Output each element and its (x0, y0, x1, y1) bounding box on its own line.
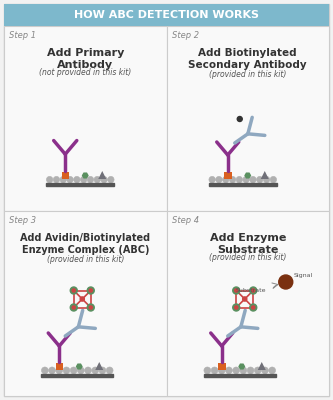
Bar (4, 26, 166, 211)
Circle shape (211, 367, 218, 374)
Circle shape (270, 176, 277, 183)
Circle shape (87, 287, 94, 294)
Polygon shape (258, 362, 266, 370)
Circle shape (92, 367, 99, 374)
Circle shape (279, 275, 293, 289)
Circle shape (70, 304, 77, 311)
Polygon shape (238, 364, 245, 370)
Circle shape (80, 297, 84, 301)
Circle shape (70, 367, 77, 374)
Polygon shape (82, 172, 89, 178)
Bar (166, 211, 329, 396)
Circle shape (254, 367, 261, 374)
Circle shape (218, 367, 225, 374)
Circle shape (72, 289, 75, 292)
Circle shape (108, 176, 114, 183)
Circle shape (209, 176, 215, 183)
Circle shape (233, 304, 240, 311)
Circle shape (72, 306, 75, 309)
Text: Step 4: Step 4 (171, 216, 198, 225)
Circle shape (101, 176, 107, 183)
Bar (4, 4, 329, 26)
Polygon shape (98, 171, 106, 179)
Text: Add Enzyme
Substrate: Add Enzyme Substrate (209, 233, 286, 254)
Circle shape (243, 176, 249, 183)
Circle shape (261, 367, 268, 374)
Bar (209, 182, 277, 186)
Circle shape (41, 367, 48, 374)
Circle shape (250, 176, 256, 183)
Circle shape (94, 176, 101, 183)
Circle shape (81, 176, 87, 183)
Text: Add Biotinylated
Secondary Antibody: Add Biotinylated Secondary Antibody (188, 48, 307, 70)
Bar (62, 172, 69, 179)
Circle shape (222, 176, 229, 183)
Circle shape (70, 287, 77, 294)
Circle shape (250, 287, 257, 294)
Bar (56, 362, 63, 370)
Circle shape (256, 176, 263, 183)
Circle shape (263, 176, 270, 183)
Bar (218, 362, 225, 370)
Polygon shape (244, 172, 251, 178)
Circle shape (87, 176, 94, 183)
Text: (provided in this kit): (provided in this kit) (209, 70, 286, 79)
Circle shape (240, 367, 247, 374)
Circle shape (235, 289, 238, 292)
Circle shape (243, 297, 247, 301)
Text: (not provided in this kit): (not provided in this kit) (39, 68, 132, 77)
Bar (4, 211, 166, 396)
Circle shape (89, 306, 92, 309)
Circle shape (63, 367, 70, 374)
Bar (41, 374, 113, 377)
Circle shape (247, 367, 254, 374)
Bar (166, 26, 329, 211)
Circle shape (235, 306, 238, 309)
Bar (46, 182, 114, 186)
Circle shape (252, 306, 255, 309)
Polygon shape (95, 362, 103, 370)
Text: Add Avidin/Biotinylated
Enzyme Complex (ABC): Add Avidin/Biotinylated Enzyme Complex (… (20, 233, 150, 254)
Polygon shape (76, 364, 83, 370)
Circle shape (216, 176, 222, 183)
Circle shape (237, 116, 242, 122)
Circle shape (49, 367, 56, 374)
Text: Step 3: Step 3 (9, 216, 36, 225)
Text: HOW ABC DETECTION WORKS: HOW ABC DETECTION WORKS (74, 10, 259, 20)
Circle shape (233, 367, 239, 374)
Circle shape (78, 367, 84, 374)
Circle shape (60, 176, 67, 183)
Circle shape (106, 367, 113, 374)
Bar (224, 172, 231, 179)
Circle shape (229, 176, 236, 183)
Text: (provided in this kit): (provided in this kit) (47, 255, 124, 264)
Text: (provided in this kit): (provided in this kit) (209, 253, 286, 262)
Text: Add Primary
Antibody: Add Primary Antibody (47, 48, 124, 70)
Circle shape (252, 289, 255, 292)
Text: Signal: Signal (294, 274, 313, 278)
Circle shape (233, 287, 240, 294)
Text: Step 1: Step 1 (9, 31, 36, 40)
Circle shape (85, 367, 92, 374)
Bar (204, 374, 276, 377)
Circle shape (87, 304, 94, 311)
Circle shape (269, 367, 276, 374)
Circle shape (99, 367, 106, 374)
FancyBboxPatch shape (4, 4, 329, 396)
Circle shape (204, 367, 211, 374)
Polygon shape (261, 171, 269, 179)
Circle shape (74, 176, 80, 183)
Circle shape (56, 367, 63, 374)
Circle shape (250, 304, 257, 311)
Circle shape (46, 176, 53, 183)
Circle shape (67, 176, 73, 183)
Circle shape (236, 176, 242, 183)
Circle shape (89, 289, 92, 292)
Text: Step 2: Step 2 (171, 31, 198, 40)
Text: Substrate: Substrate (235, 288, 266, 292)
Circle shape (53, 176, 60, 183)
Circle shape (225, 367, 232, 374)
